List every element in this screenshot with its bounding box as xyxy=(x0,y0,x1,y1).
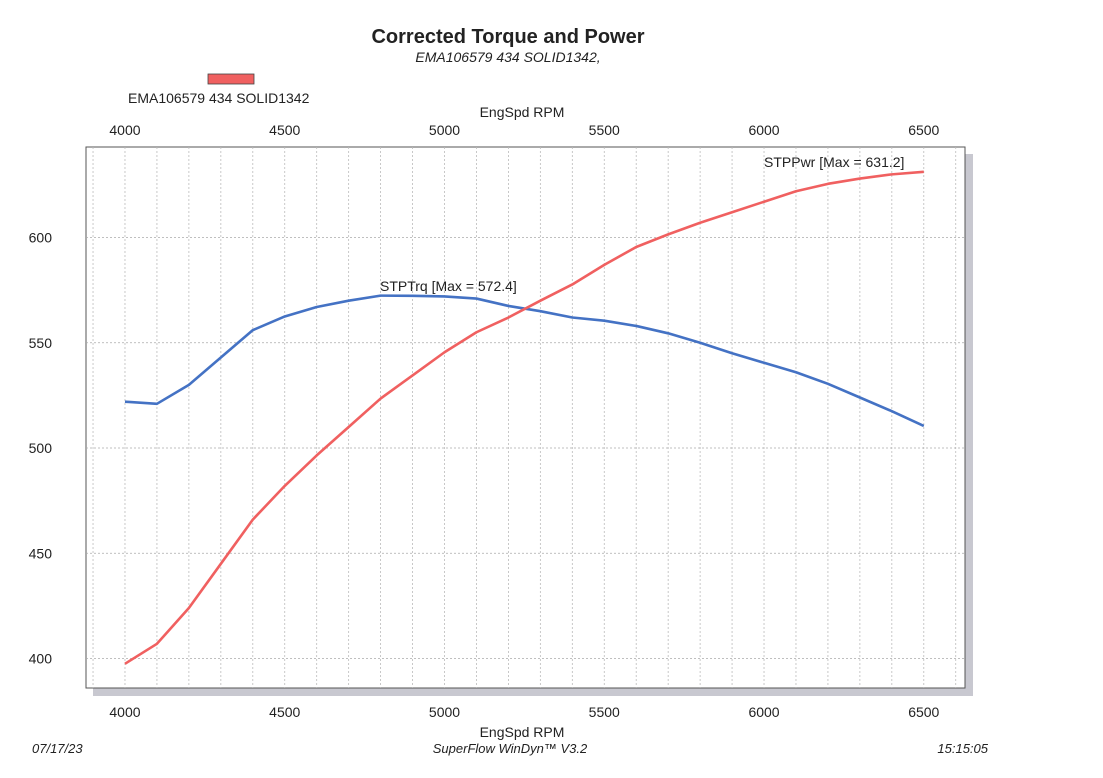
x-tick-label-top: 4500 xyxy=(269,122,300,138)
x-tick-label-bottom: 6000 xyxy=(748,704,779,720)
x-tick-label-top: 6500 xyxy=(908,122,939,138)
x-tick-label-top: 4000 xyxy=(109,122,140,138)
series-label-power: STPPwr [Max = 631.2] xyxy=(764,154,904,170)
x-axis-label-top: EngSpd RPM xyxy=(480,104,565,120)
footer-software: SuperFlow WinDyn™ V3.2 xyxy=(433,741,588,756)
series-label-torque: STPTrq [Max = 572.4] xyxy=(380,278,517,294)
x-tick-label-bottom: 6500 xyxy=(908,704,939,720)
x-tick-label-bottom: 5500 xyxy=(589,704,620,720)
x-tick-label-bottom: 5000 xyxy=(429,704,460,720)
chart-title: Corrected Torque and Power xyxy=(371,26,644,48)
x-tick-label-bottom: 4500 xyxy=(269,704,300,720)
footer-date: 07/17/23 xyxy=(32,741,83,756)
x-tick-label-top: 6000 xyxy=(748,122,779,138)
x-tick-label-bottom: 4000 xyxy=(109,704,140,720)
plot-area xyxy=(85,146,966,689)
legend-label: EMA106579 434 SOLID1342 xyxy=(128,90,310,106)
x-axis-label-bottom: EngSpd RPM xyxy=(480,724,565,740)
y-tick-label: 500 xyxy=(29,440,53,456)
y-tick-label: 400 xyxy=(29,651,53,667)
footer-time: 15:15:05 xyxy=(937,741,988,756)
series-line-stppwr xyxy=(124,170,924,665)
x-tick-label-top: 5500 xyxy=(589,122,620,138)
legend-swatch xyxy=(207,73,255,85)
chart-subtitle: EMA106579 434 SOLID1342, xyxy=(415,49,600,65)
y-tick-label: 450 xyxy=(29,545,53,561)
x-tick-label-top: 5000 xyxy=(429,122,460,138)
y-tick-label: 600 xyxy=(29,230,53,246)
y-tick-label: 550 xyxy=(29,335,53,351)
